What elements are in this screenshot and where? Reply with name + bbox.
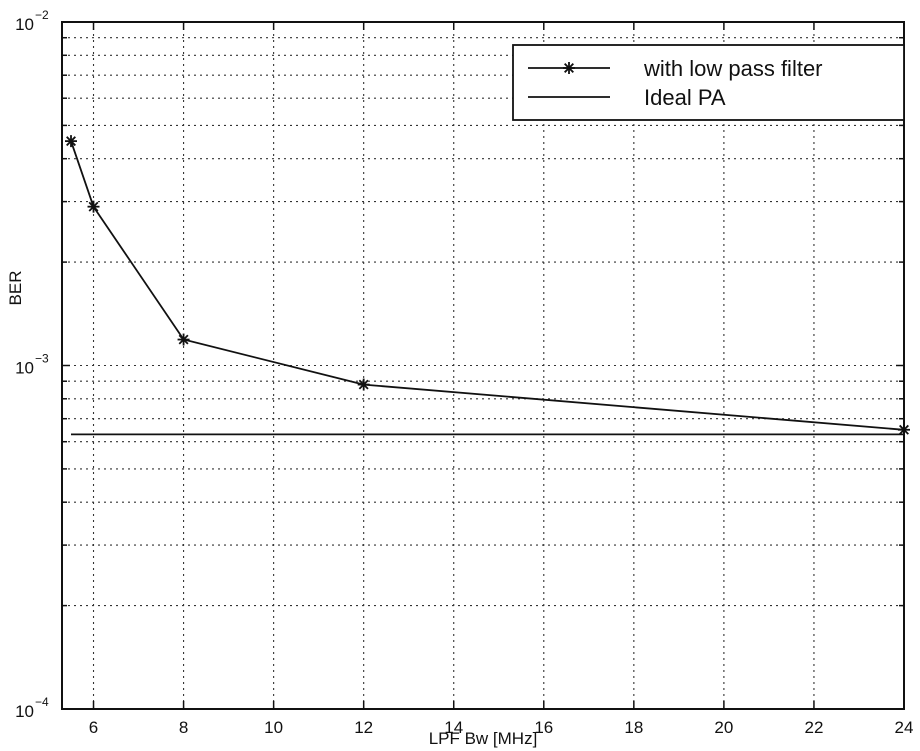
data-point-marker — [177, 333, 190, 346]
y-tick-exponent: −2 — [35, 8, 49, 22]
x-tick-label: 20 — [714, 718, 733, 737]
x-tick-label: 22 — [804, 718, 823, 737]
marker-stroke — [358, 379, 369, 390]
data-point-marker — [563, 62, 575, 74]
x-tick-label: 18 — [624, 718, 643, 737]
x-tick-label: 10 — [264, 718, 283, 737]
x-axis-title: LPF Bw [MHz] — [429, 729, 538, 748]
y-tick-label: 10 — [15, 702, 34, 721]
axis-ticks — [62, 22, 905, 710]
legend-label-2: Ideal PA — [644, 85, 726, 110]
y-tick-label: 10 — [15, 359, 34, 378]
y-tick-labels: 10−210−310−4 — [15, 8, 49, 721]
x-tick-label: 16 — [534, 718, 553, 737]
y-tick-label: 10 — [15, 15, 34, 34]
x-tick-label: 14 — [444, 718, 463, 737]
x-tick-label: 24 — [895, 718, 914, 737]
marker-stroke — [88, 201, 99, 212]
legend-label-1: with low pass filter — [643, 56, 823, 81]
grid — [62, 22, 905, 709]
marker-stroke — [178, 334, 189, 345]
data-point-marker — [65, 135, 78, 148]
y-tick-exponent: −3 — [35, 352, 49, 366]
x-tick-label: 6 — [89, 718, 98, 737]
marker-stroke — [899, 424, 909, 435]
x-tick-label: 8 — [179, 718, 188, 737]
series-layer — [65, 135, 910, 436]
marker-stroke — [564, 63, 574, 73]
series-line-1 — [70, 140, 905, 431]
y-axis-title: BER — [6, 271, 25, 306]
x-tick-label: 12 — [354, 718, 373, 737]
data-point-marker — [357, 378, 370, 391]
marker-stroke — [66, 136, 76, 147]
y-tick-exponent: −4 — [35, 695, 49, 709]
data-point-marker — [87, 200, 100, 213]
legend-box — [512, 44, 905, 121]
x-tick-labels: 6 8 10 12 14 16 18 20 22 24 — [89, 718, 914, 737]
legend: with low pass filter Ideal PA — [512, 44, 905, 121]
